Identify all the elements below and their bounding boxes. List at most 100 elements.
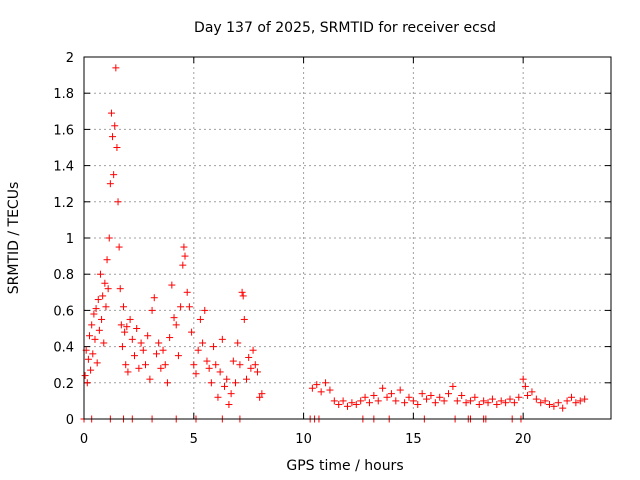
data-point (114, 198, 122, 206)
data-point (124, 368, 132, 376)
data-point (107, 109, 115, 117)
x-tick-label: 10 (295, 432, 312, 447)
data-point (480, 397, 488, 405)
data-point (449, 382, 457, 390)
data-point (131, 352, 139, 360)
data-point (436, 393, 444, 401)
data-point (84, 355, 92, 363)
data-point (497, 397, 505, 405)
data-point (104, 285, 112, 293)
data-point (519, 375, 527, 383)
data-point (521, 382, 529, 390)
y-tick-label: 1.6 (53, 123, 74, 138)
data-point (462, 399, 470, 407)
data-point (234, 339, 242, 347)
data-point (94, 296, 102, 304)
data-point (179, 261, 187, 269)
data-point (207, 379, 215, 387)
data-point (190, 361, 198, 369)
data-point (106, 180, 114, 188)
data-point (139, 346, 147, 354)
data-point (123, 323, 131, 331)
data-point (101, 279, 109, 287)
data-point (100, 339, 108, 347)
data-point (118, 343, 126, 351)
y-tick-label: 2 (66, 51, 74, 66)
data-point (126, 315, 134, 323)
y-tick-label: 1.8 (53, 87, 74, 102)
data-point (163, 379, 171, 387)
data-point (137, 339, 145, 347)
data-point (120, 303, 128, 311)
data-point (91, 335, 99, 343)
data-point (475, 401, 483, 409)
data-point (537, 399, 545, 407)
data-point (238, 288, 246, 296)
y-tick-label: 0.2 (53, 377, 74, 392)
data-point (308, 384, 316, 392)
data-point (427, 391, 435, 399)
data-point (99, 292, 107, 300)
data-point (431, 399, 439, 407)
data-point (212, 361, 220, 369)
data-point (181, 252, 189, 260)
data-point (317, 388, 325, 396)
data-point (135, 364, 143, 372)
data-point (379, 384, 387, 392)
data-point (188, 328, 196, 336)
data-point (242, 375, 250, 383)
x-tick-label: 5 (190, 432, 198, 447)
data-point (183, 288, 191, 296)
data-point (423, 395, 431, 403)
data-point (581, 395, 589, 403)
data-point (133, 325, 141, 332)
data-point (174, 352, 182, 360)
data-point (155, 339, 163, 347)
data-point (170, 314, 178, 322)
data-point (251, 361, 259, 369)
data-point (218, 335, 226, 343)
data-point (159, 346, 167, 354)
data-point (493, 401, 501, 409)
data-point (177, 303, 185, 311)
data-point (458, 391, 466, 399)
data-point (203, 357, 211, 365)
data-point (418, 390, 426, 398)
data-point (92, 305, 100, 313)
data-point (361, 393, 369, 401)
data-point (192, 370, 200, 378)
data-point (214, 393, 222, 401)
data-point (374, 397, 382, 405)
data-point (166, 334, 174, 342)
data-point (453, 397, 461, 405)
data-point (116, 285, 124, 293)
data-point (96, 270, 104, 278)
data-point (109, 133, 117, 141)
data-point (572, 399, 580, 407)
data-point (387, 390, 395, 398)
data-point (223, 375, 231, 383)
data-point (240, 315, 248, 323)
data-point (103, 256, 111, 264)
data-point (85, 332, 93, 340)
data-point (229, 357, 237, 365)
data-point (196, 315, 204, 323)
data-point (502, 399, 510, 407)
data-point (88, 321, 96, 329)
data-point (506, 395, 514, 403)
data-point (247, 364, 255, 372)
data-point (89, 350, 97, 358)
data-point (445, 390, 453, 398)
y-tick-label: 0.6 (53, 304, 74, 319)
data-point (563, 397, 571, 405)
y-tick-label: 0.4 (53, 341, 74, 356)
axis-ticks: 00.20.40.60.811.21.41.61.820 5 10 15 20 (53, 51, 611, 447)
data-point (185, 303, 193, 311)
data-point (370, 391, 378, 399)
data-point (541, 397, 549, 405)
data-point (249, 346, 257, 354)
data-point (239, 292, 247, 300)
data-point (253, 368, 261, 376)
data-point (510, 399, 518, 407)
data-point (258, 390, 266, 398)
